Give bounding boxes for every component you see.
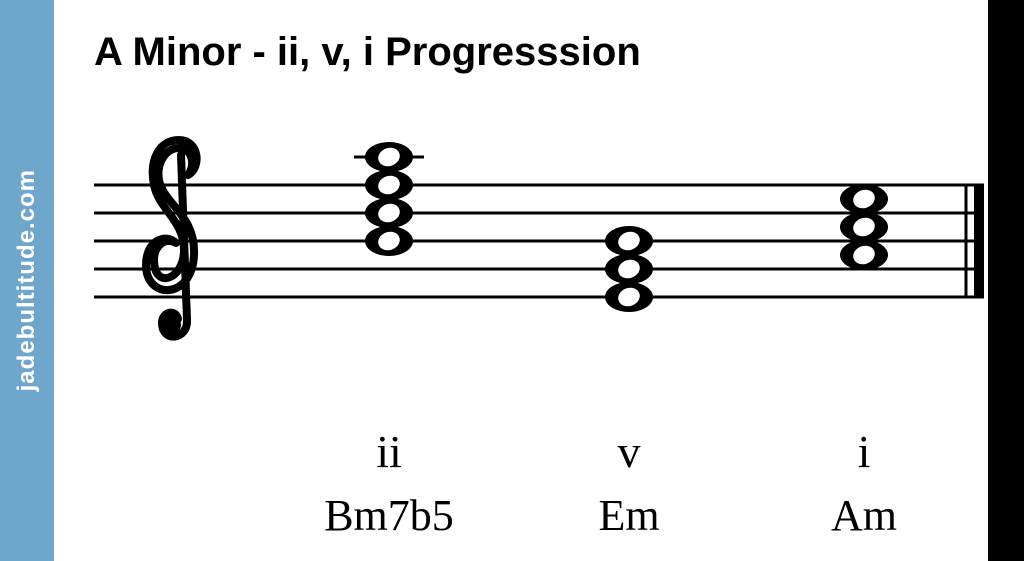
staff-container bbox=[54, 125, 988, 385]
sidebar: jadebultitude.com bbox=[0, 0, 54, 561]
chord-name-i: Am bbox=[831, 490, 897, 541]
roman-i: i bbox=[858, 425, 871, 478]
site-credit: jadebultitude.com bbox=[13, 169, 41, 391]
music-staff bbox=[54, 125, 988, 425]
main-panel: A Minor - ii, v, i Progresssion ii v i B… bbox=[54, 0, 988, 561]
right-margin bbox=[988, 0, 1024, 561]
roman-v: v bbox=[618, 425, 641, 478]
page-title: A Minor - ii, v, i Progresssion bbox=[94, 30, 988, 75]
roman-ii: ii bbox=[376, 425, 402, 478]
chord-name-ii: Bm7b5 bbox=[324, 490, 454, 541]
chord-name-v: Em bbox=[598, 490, 659, 541]
